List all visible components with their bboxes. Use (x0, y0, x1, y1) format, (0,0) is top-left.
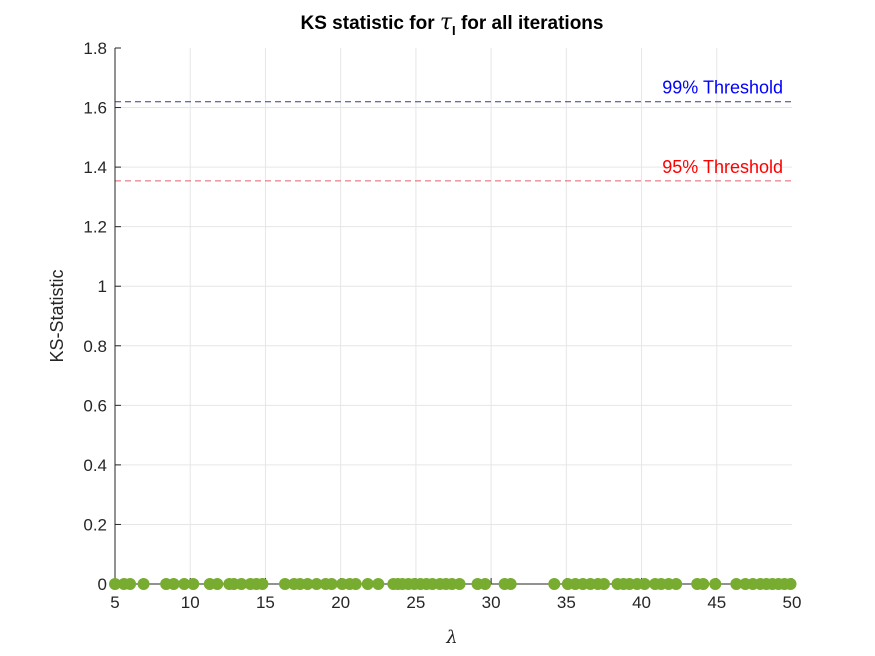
y-tick-label: 0 (98, 575, 107, 594)
data-point (784, 578, 797, 590)
grid-lines (115, 48, 792, 584)
x-tick-label: 15 (256, 593, 275, 612)
y-tick-label: 0.8 (83, 337, 107, 356)
threshold-label: 99% Threshold (662, 78, 783, 98)
x-tick-label: 40 (632, 593, 651, 612)
data-point (597, 578, 610, 590)
y-tick-label: 0.4 (83, 456, 107, 475)
x-tick-label: 50 (783, 593, 802, 612)
y-tick-label: 0.6 (83, 396, 107, 415)
x-tick-label: 45 (707, 593, 726, 612)
y-tick-label: 1.8 (83, 39, 107, 58)
data-point (325, 578, 338, 590)
data-point (167, 578, 180, 590)
x-axis-title: λ (445, 627, 457, 648)
data-point (730, 578, 743, 590)
x-tick-label: 35 (557, 593, 576, 612)
data-point (301, 578, 314, 590)
data-point (349, 578, 362, 590)
plot-area (115, 48, 792, 584)
y-tick-label: 1.2 (83, 218, 107, 237)
x-tick-label: 10 (181, 593, 200, 612)
data-point (670, 578, 683, 590)
data-point (310, 578, 323, 590)
data-point (256, 578, 269, 590)
x-tick-label: 25 (406, 593, 425, 612)
y-tick-label: 0.2 (83, 515, 107, 534)
tick-labels: 5 10 15 20 25 30 35 40 45 50 0 0.2 0.4 0.6 0.8 1 1.2 1.4 1… (83, 39, 801, 612)
data-point (504, 578, 517, 590)
y-axis-title: KS-Statistic (47, 269, 67, 362)
data-point (453, 578, 466, 590)
data-point (709, 578, 722, 590)
data-point (235, 578, 248, 590)
threshold-lines: 99% Threshold 95% Threshold (115, 78, 792, 182)
y-tick-label: 1.4 (83, 158, 107, 177)
data-point (187, 578, 200, 590)
x-tick-label: 20 (331, 593, 350, 612)
data-point (372, 578, 385, 590)
data-point (638, 578, 651, 590)
data-point (124, 578, 137, 590)
threshold-label: 95% Threshold (662, 157, 783, 177)
data-point (137, 578, 150, 590)
data-point (361, 578, 374, 590)
data-point (548, 578, 561, 590)
x-tick-label: 30 (482, 593, 501, 612)
x-tick-label: 5 (110, 593, 119, 612)
data-point (697, 578, 710, 590)
data-point (211, 578, 224, 590)
data-points (109, 578, 797, 590)
y-tick-label: 1.6 (83, 99, 107, 118)
data-point (178, 578, 191, 590)
chart-title: KS statistic for τI for all iterations (301, 10, 604, 38)
data-point (109, 578, 121, 590)
data-point (479, 578, 492, 590)
data-point (279, 578, 292, 590)
y-tick-label: 1 (98, 277, 107, 296)
